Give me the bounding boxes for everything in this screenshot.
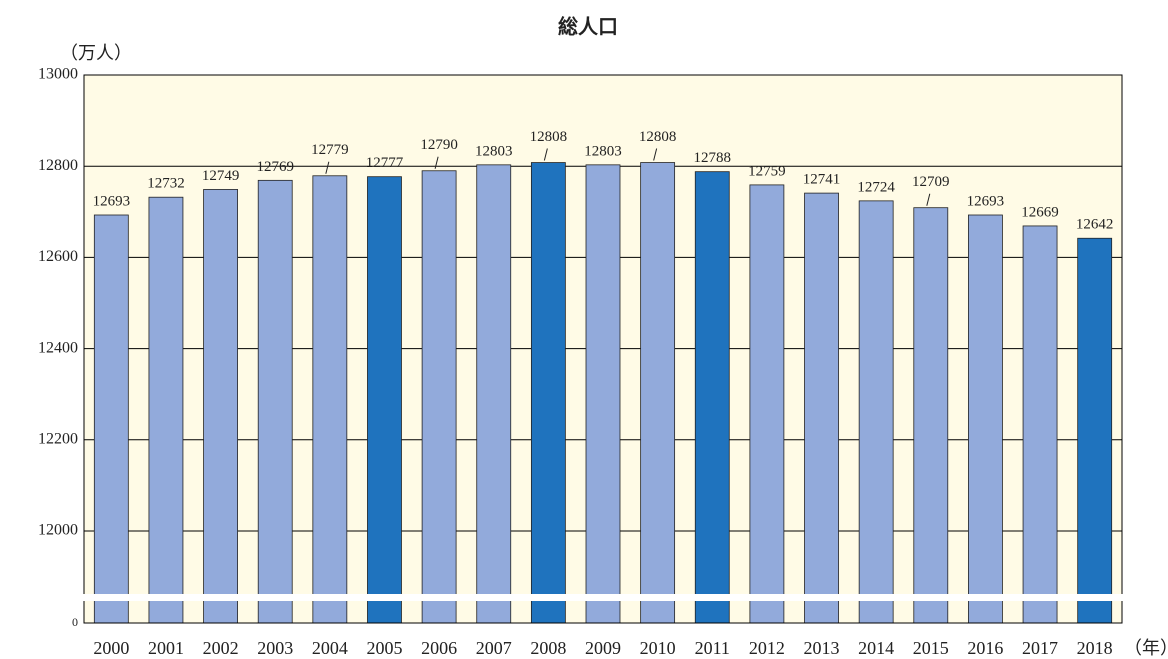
y-tick-label: 0 [72, 615, 78, 629]
x-tick-label: 2017 [1022, 638, 1058, 658]
x-tick-label: 2015 [913, 638, 949, 658]
x-tick-label: 2013 [804, 638, 840, 658]
bar [858, 200, 894, 624]
bar [585, 164, 621, 624]
x-unit: （年） [1124, 638, 1168, 658]
y-tick-label: 12400 [38, 339, 78, 356]
leader-line [926, 193, 931, 206]
x-tick-label: 2014 [858, 638, 894, 658]
leader-line [434, 156, 439, 169]
value-label: 12749 [202, 168, 240, 184]
y-unit: （万人） [60, 43, 132, 63]
x-tick-label: 2016 [967, 638, 1003, 658]
y-tick-label: 13000 [38, 66, 78, 83]
bar [203, 189, 238, 624]
x-tick-label: 2010 [640, 638, 676, 658]
leader-line [543, 148, 548, 161]
x-tick-label: 2006 [421, 638, 457, 658]
bar [312, 175, 348, 624]
x-tick-label: 2005 [366, 638, 402, 658]
axis-break [80, 594, 1126, 601]
x-tick-label: 2018 [1077, 638, 1113, 658]
x-tick-label: 2003 [257, 638, 293, 658]
value-label: 12769 [256, 159, 294, 175]
x-tick-label: 2001 [148, 638, 184, 658]
x-tick-label: 2004 [312, 638, 348, 658]
value-label: 12669 [1021, 204, 1059, 220]
bar [640, 162, 676, 624]
value-label: 12808 [530, 129, 568, 145]
leader-line [653, 148, 658, 161]
x-tick-label: 2002 [203, 638, 239, 658]
x-tick-label: 2011 [695, 638, 730, 658]
value-label: 12724 [857, 179, 895, 195]
value-label: 12788 [694, 150, 732, 166]
bar [1077, 237, 1113, 624]
bar [530, 162, 566, 624]
bar [804, 192, 839, 624]
chart-title: 総人口 [558, 15, 618, 39]
value-label: 12777 [366, 155, 404, 171]
value-label: 12741 [803, 172, 841, 188]
value-label: 12779 [311, 142, 349, 158]
bar [476, 164, 512, 624]
leader-line [325, 161, 330, 174]
value-label: 12803 [475, 143, 513, 159]
x-tick-label: 2012 [749, 638, 785, 658]
value-label: 12693 [93, 193, 131, 209]
bar [913, 207, 949, 624]
y-tick-label: 12600 [38, 248, 78, 265]
bar [367, 176, 402, 624]
plot-border [83, 74, 1123, 624]
value-label: 12759 [748, 163, 786, 179]
value-label: 12790 [420, 137, 458, 153]
x-tick-label: 2007 [476, 638, 512, 658]
bar [148, 196, 184, 624]
bar [93, 214, 129, 624]
value-label: 12732 [147, 176, 185, 192]
bar [968, 214, 1003, 624]
value-label: 12803 [584, 143, 622, 159]
bar [257, 179, 293, 624]
x-tick-label: 2009 [585, 638, 621, 658]
value-label: 12808 [639, 129, 677, 145]
bar [1022, 225, 1058, 624]
x-tick-label: 2000 [93, 638, 129, 658]
bar [694, 171, 730, 624]
value-label: 12709 [912, 174, 950, 190]
y-tick-label: 12200 [38, 430, 78, 447]
y-tick-label: 12000 [38, 522, 78, 539]
x-tick-label: 2008 [530, 638, 566, 658]
value-label: 12642 [1076, 217, 1114, 233]
value-label: 12693 [967, 193, 1005, 209]
bar [749, 184, 785, 624]
y-tick-label: 12800 [38, 157, 78, 174]
bar [421, 170, 457, 624]
